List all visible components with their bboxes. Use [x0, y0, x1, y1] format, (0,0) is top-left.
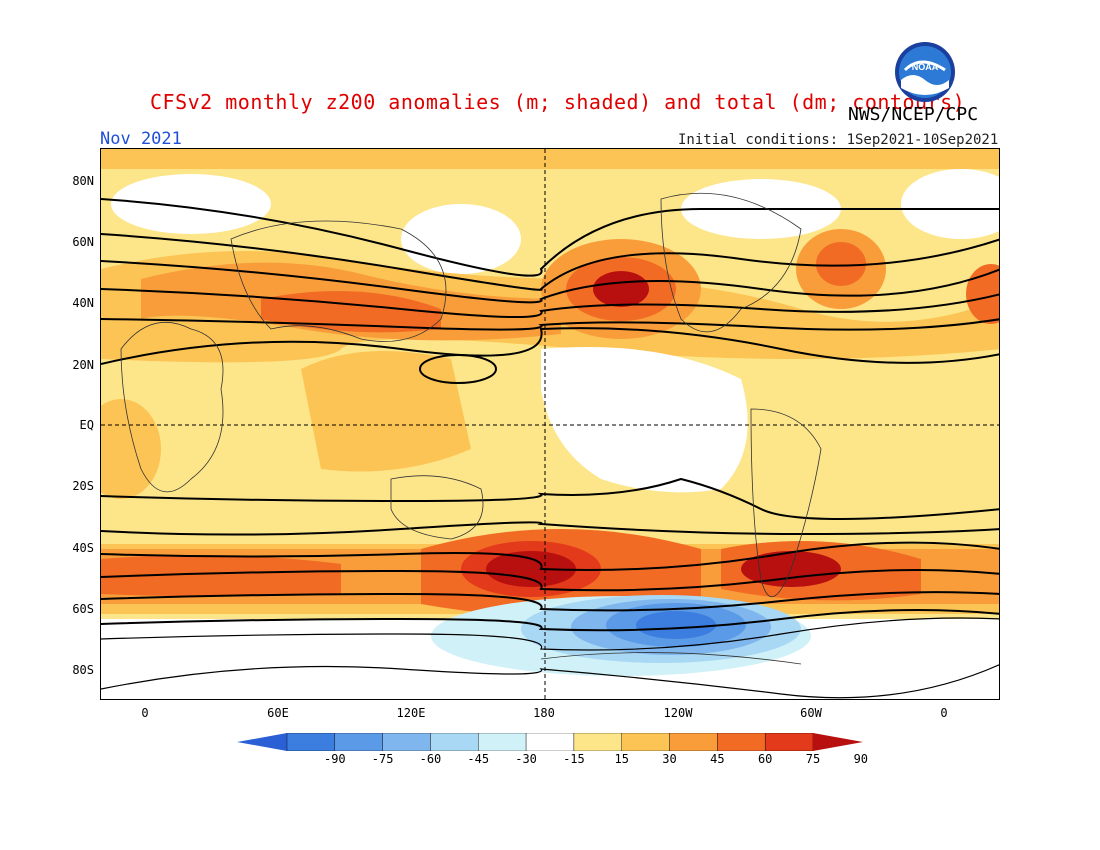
forecast-month: Nov 2021: [100, 129, 182, 149]
colorbar-tick: 15: [614, 752, 629, 766]
lon-label: 60W: [800, 706, 822, 720]
colorbar-tick: -90: [323, 752, 346, 766]
colorbar-tick: -75: [371, 752, 394, 766]
agency-label: NWS/NCEP/CPC: [848, 104, 979, 125]
lon-label: 180: [533, 706, 555, 720]
colorbar-tick: -60: [419, 752, 442, 766]
lat-label: 60N: [72, 235, 94, 249]
lat-label: 80S: [72, 663, 94, 677]
colorbar-cell: [286, 732, 336, 752]
colorbar-tick: -15: [563, 752, 585, 766]
colorbar-cell: [382, 732, 431, 752]
chart-title: CFSv2 monthly z200 anomalies (m; shaded)…: [150, 90, 966, 114]
map-canvas: [101, 149, 999, 699]
colorbar-cell: [573, 732, 622, 752]
lat-label: 20N: [72, 358, 94, 372]
lon-label: 0: [940, 706, 948, 720]
colorbar-tick: 30: [662, 752, 677, 766]
colorbar-cell: [430, 732, 479, 752]
colorbar-cell: [764, 732, 814, 752]
colorbar-tick: 75: [805, 752, 821, 766]
lat-label: 80N: [72, 174, 94, 188]
lat-label: EQ: [79, 418, 94, 432]
lat-label: 40S: [72, 541, 94, 555]
colorbar-tick: -30: [515, 752, 537, 766]
lat-label: 60S: [72, 602, 94, 616]
initial-conditions: Initial conditions: 1Sep2021-10Sep2021: [678, 132, 999, 148]
height-contours: [101, 198, 999, 632]
anomaly-map: [100, 148, 1000, 700]
lon-label: 120W: [663, 706, 693, 720]
lat-label: 40N: [72, 296, 94, 310]
colorbar-cell: [717, 732, 766, 752]
colorbar-tick: 45: [710, 752, 725, 766]
colorbar-tick: 60: [757, 752, 773, 766]
logo-text: NOAA: [912, 62, 939, 72]
colorbar-cell: [478, 732, 527, 752]
colorbar-tick: -45: [467, 752, 490, 766]
colorbar-cell: [669, 732, 718, 752]
colorbar-cell: [334, 732, 383, 752]
colorbar-tick: 90: [853, 752, 869, 766]
colorbar-cell: [621, 732, 670, 752]
lon-label: 60E: [267, 706, 289, 720]
noaa-logo-icon: NOAA: [893, 40, 957, 108]
lat-label: 20S: [72, 479, 94, 493]
colorbar-cell: [525, 732, 575, 752]
lon-label: 0: [141, 706, 149, 720]
lon-label: 120E: [396, 706, 426, 720]
colorbar: [237, 732, 863, 755]
coastlines: [120, 192, 822, 665]
